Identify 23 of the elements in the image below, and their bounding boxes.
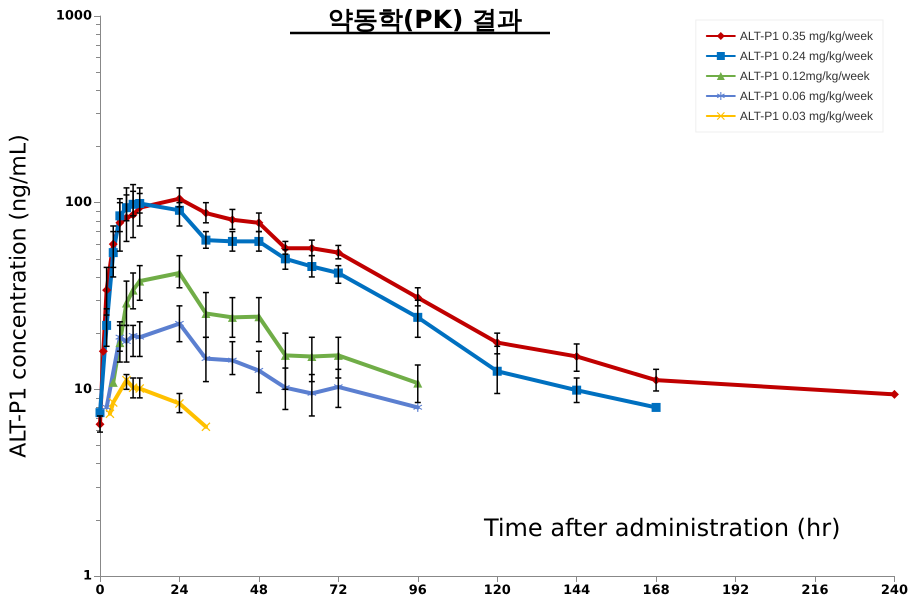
y-axis-title: ALT-P1 concentration (ng/mL) [6,134,32,458]
x-tick-label: 192 [722,583,750,598]
legend-label: ALT-P1 0.35 mg/kg/week [740,29,874,43]
y-tick-label: 100 [64,195,92,210]
x-tick-label: 168 [642,583,670,598]
x-tick-label: 72 [329,583,348,598]
x-axis-title: Time after administration (hr) [482,514,840,542]
y-tick-label: 1 [82,568,92,584]
x-tick-label: 96 [408,583,427,598]
legend-label: ALT-P1 0.06 mg/kg/week [740,89,874,103]
y-tick-label: 1000 [56,8,92,24]
x-tick-label: 48 [250,583,268,598]
legend-label: ALT-P1 0.03 mg/kg/week [740,109,874,123]
legend-label: ALT-P1 0.24 mg/kg/week [740,49,874,63]
x-tick-label: 24 [170,583,188,598]
legend-label: ALT-P1 0.12mg/kg/week [740,69,871,83]
x-tick-label: 240 [880,583,908,598]
chart-title: 약동학(PK) 결과 [328,5,522,34]
x-tick-label: 120 [484,583,511,598]
y-tick-label: 10 [74,382,92,397]
x-tick-label: 0 [95,583,105,598]
x-tick-label: 216 [801,583,829,598]
x-tick-label: 144 [563,583,590,598]
